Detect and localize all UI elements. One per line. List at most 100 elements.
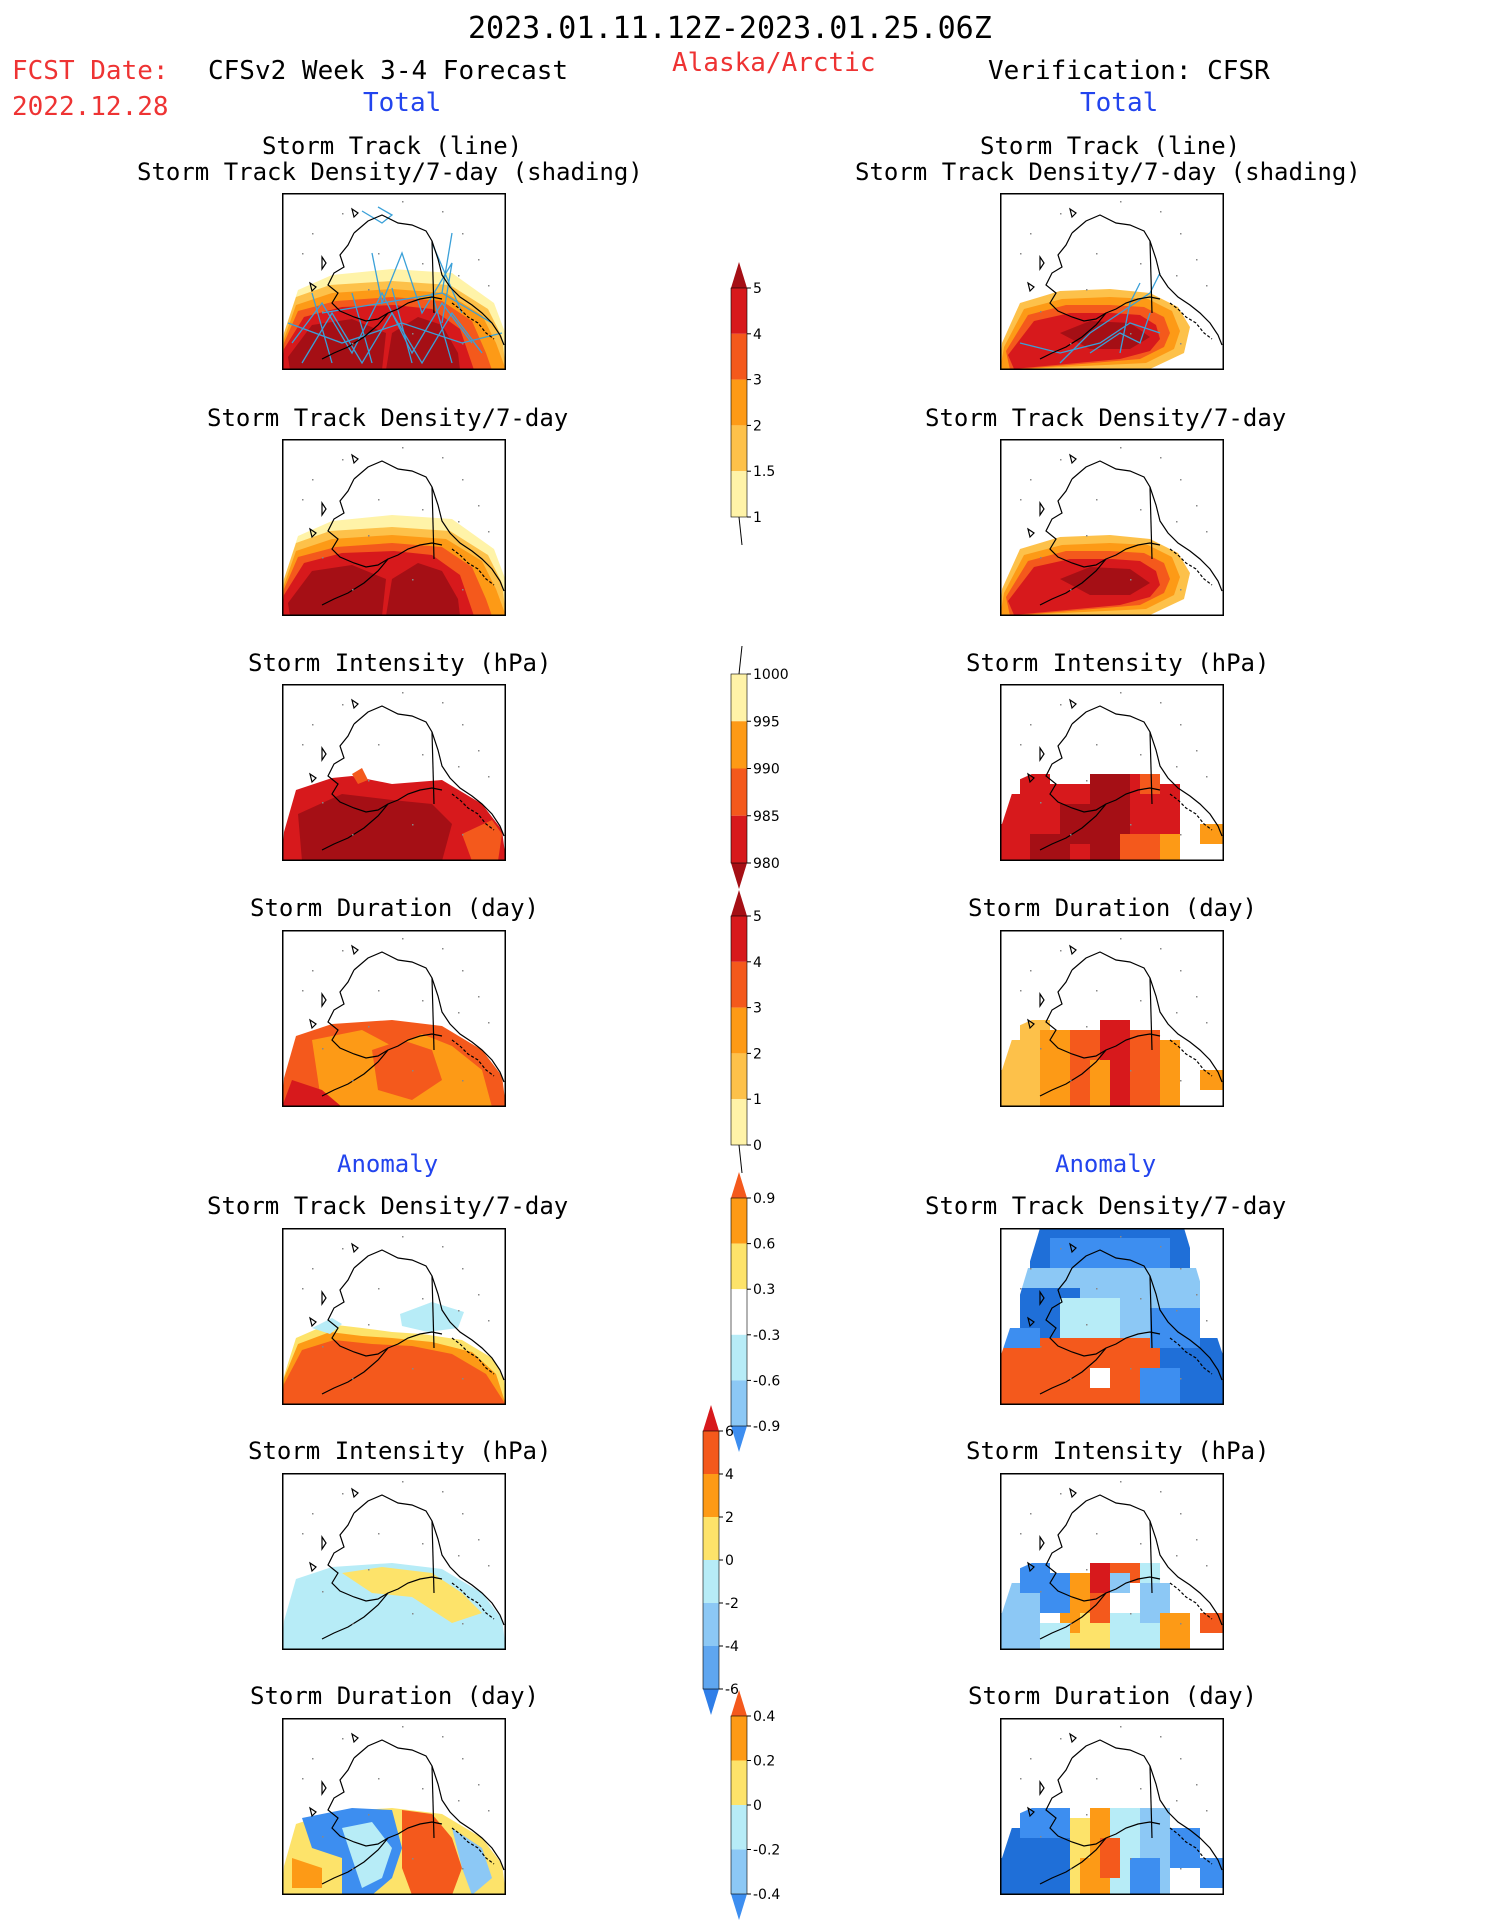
colorbar-segment	[731, 1805, 747, 1850]
graticule-dots	[302, 1236, 490, 1380]
right-anom-intensity-title: Storm Intensity (hPa)	[966, 1437, 1270, 1465]
right-intensity-title: Storm Intensity (hPa)	[966, 649, 1270, 677]
colorbar-tip	[731, 890, 747, 916]
colorbar-label: 5	[753, 281, 762, 297]
colorbar-segment	[731, 768, 747, 816]
coastline	[1027, 698, 1223, 851]
colorbar-segment	[703, 1474, 719, 1517]
colorbar-tip	[731, 1172, 747, 1198]
graticule-dots	[302, 447, 490, 591]
shading-region	[288, 565, 386, 616]
left-anom-density-title: Storm Track Density/7-day	[207, 1192, 569, 1220]
map-obs-intensity-anom	[1000, 1473, 1224, 1650]
colorbar-segment	[731, 471, 747, 517]
shading-region	[452, 1828, 492, 1895]
colorbar-segment	[731, 961, 747, 1008]
colorbar-outline	[730, 915, 748, 1146]
colorbar-label: 2	[753, 418, 762, 434]
map-obs-duration	[1000, 930, 1224, 1107]
colorbar-label: 1	[753, 510, 762, 526]
colorbar-segment	[731, 1243, 747, 1290]
grid-cells	[1000, 774, 1224, 861]
shading-region	[298, 794, 452, 861]
graticule-dots	[302, 1726, 490, 1870]
fcst-date-value: 2022.12.28	[12, 92, 169, 122]
shading-region	[1060, 321, 1150, 349]
right-storm-track-shading-title: Storm Track Density/7-day (shading)	[855, 158, 1361, 186]
fcst-date-label: FCST Date:	[12, 56, 169, 86]
colorbar-label: 0.6	[753, 1237, 775, 1253]
colorbar-outline	[730, 1715, 748, 1895]
map-fcst-intensity-anom	[282, 1473, 506, 1650]
colorbar-label: 2	[753, 1046, 762, 1062]
shading-region	[312, 1318, 342, 1334]
colorbar-tip	[731, 863, 747, 889]
colorbar-segment	[731, 1380, 747, 1426]
map-fcst-duration-anom	[282, 1718, 506, 1895]
colorbar-label: 1.5	[753, 464, 775, 480]
colorbar-label: 980	[753, 856, 780, 872]
colorbar-intensity-anom: 6 4 2 0 -2 -4 -6	[702, 1405, 739, 1715]
colorbar-label: 3	[753, 1001, 762, 1017]
storm-track-lines	[1019, 272, 1161, 364]
map-obs-density-anom	[1000, 1228, 1224, 1405]
colorbar-tip	[703, 1689, 719, 1715]
graticule-dots	[1020, 692, 1208, 836]
map-frame	[1000, 193, 1224, 370]
storm-track-lines	[287, 206, 503, 365]
colorbar-outline	[730, 1197, 748, 1427]
shading-region	[462, 820, 502, 861]
colorbar-segment	[731, 1289, 747, 1335]
map-frame	[282, 1473, 506, 1650]
map-obs-track	[1000, 193, 1224, 370]
map-frame	[282, 1228, 506, 1405]
graticule-dots	[1020, 1726, 1208, 1870]
colorbar-segment	[731, 1760, 747, 1805]
total-left-label: Total	[363, 88, 442, 118]
colorbar-label: 990	[753, 762, 780, 778]
colorbar-segment	[731, 1716, 747, 1761]
colorbar-intensity: 1000 995 990 985 980	[730, 645, 789, 889]
map-obs-duration-anom	[1000, 1718, 1224, 1895]
shading-region	[372, 1040, 442, 1100]
left-intensity-title: Storm Intensity (hPa)	[248, 649, 552, 677]
graticule-dots	[1020, 1481, 1208, 1625]
coastline	[309, 453, 505, 606]
total-right-label: Total	[1080, 88, 1159, 118]
colorbar-label: 0	[725, 1553, 734, 1569]
graticule-dots	[1020, 447, 1208, 591]
colorbar-segment	[731, 1198, 747, 1244]
colorbar-tip	[731, 1894, 747, 1920]
left-density-title: Storm Track Density/7-day	[207, 404, 569, 432]
region-title: Alaska/Arctic	[672, 48, 876, 78]
colorbar-segment	[703, 1560, 719, 1603]
map-fcst-duration	[282, 930, 506, 1107]
colorbar-segment	[731, 721, 747, 769]
shading-region	[1000, 1228, 1040, 1358]
colorbar-tip	[703, 1405, 719, 1431]
colorbar-label: 4	[753, 327, 762, 343]
graticule-dots	[302, 201, 490, 345]
colorbar-label: 6	[725, 1424, 734, 1440]
shading-region	[1000, 1718, 1224, 1858]
map-frame	[1000, 684, 1224, 861]
coastline	[309, 944, 505, 1097]
colorbar-label: 1000	[753, 667, 789, 683]
shading-region	[1000, 930, 1224, 1070]
colorbar-label: 4	[753, 955, 762, 971]
coastline	[1027, 1732, 1223, 1885]
colorbar-label: 0.9	[753, 1191, 775, 1207]
map-frame	[282, 684, 506, 861]
map-frame	[282, 930, 506, 1107]
map-frame	[1000, 439, 1224, 616]
left-duration-title: Storm Duration (day)	[250, 894, 539, 922]
colorbar-label: 1	[753, 1092, 762, 1108]
colorbar-density-anom: 0.9 0.6 0.3 -0.3 -0.6 -0.9	[730, 1172, 780, 1452]
right-storm-track-line-title: Storm Track (line)	[980, 132, 1241, 160]
map-frame	[282, 1718, 506, 1895]
coastline	[1027, 207, 1223, 360]
grid-cells	[1000, 1020, 1224, 1107]
colorbar-label: 0	[753, 1138, 762, 1154]
shading-region	[342, 1567, 482, 1623]
shading-region	[352, 768, 368, 784]
